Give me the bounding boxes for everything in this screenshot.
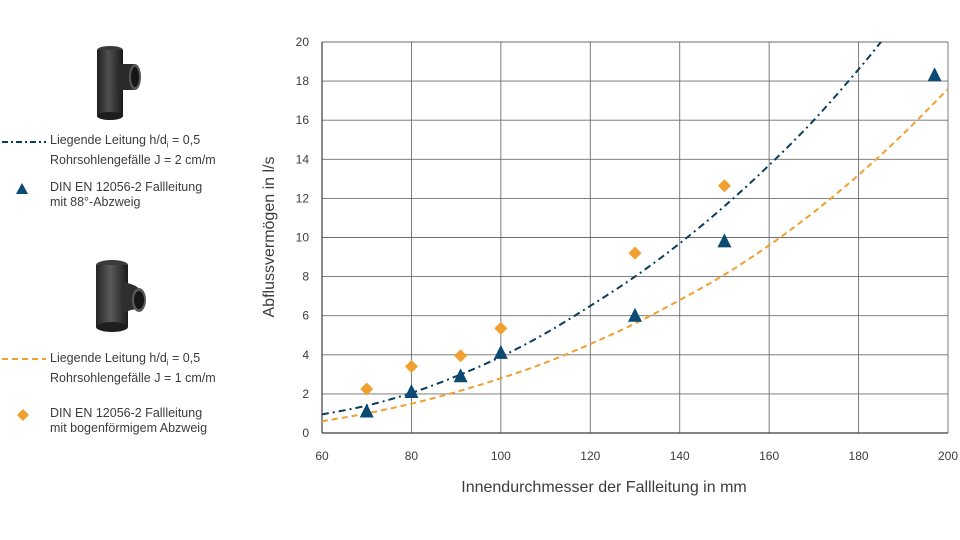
diamond-point: [454, 349, 468, 363]
x-tick-label: 120: [580, 449, 600, 463]
grid: [321, 41, 949, 434]
legend-text-curve-1cm-line1: Liegende Leitung h/d: [50, 351, 167, 365]
legend-item-triangle: DIN EN 12056-2 Fallleitung mit 88°-Abzwe…: [0, 180, 202, 210]
x-tick-label: 80: [405, 449, 419, 463]
triangle-point: [717, 233, 732, 248]
legend-text-triangle-line1: DIN EN 12056-2 Fallleitung: [50, 180, 203, 194]
triangle-point: [453, 368, 468, 383]
x-axis-label: Innendurchmesser der Fallleitung in mm: [461, 479, 746, 496]
y-tick-label: 14: [296, 152, 310, 166]
x-tick-label: 100: [491, 449, 511, 463]
diamond-point: [717, 179, 731, 193]
legend-text-curve-1cm-line2: Rohrsohlengefälle J = 1 cm/m: [50, 370, 216, 385]
diamond-point: [628, 246, 642, 260]
triangle-point: [493, 344, 508, 359]
tick-labels: 60 80 100 120 140 160 180 200 0 2 4 6 8 10 12 14 16 18 20: [296, 35, 959, 463]
legend-text-curve-2cm-line2: Rohrsohlengefälle J = 2 cm/m: [50, 152, 216, 167]
y-tick-label: 12: [296, 191, 310, 205]
pipe-tee-swept-icon: [96, 260, 146, 332]
legend-item-curve-1cm: Liegende Leitung h/di = 0,5 Rohrsohlenge…: [2, 351, 216, 385]
y-tick-label: 20: [296, 35, 310, 49]
triangle-point: [404, 383, 419, 398]
y-tick-label: 4: [302, 348, 309, 362]
legend-item-diamond: DIN EN 12056-2 Fallleitung mit bogenförm…: [0, 406, 207, 436]
legend-text-diamond-line2: mit bogenförmigem Abzweig: [50, 421, 208, 435]
x-tick-label: 140: [670, 449, 690, 463]
y-tick-label: 8: [302, 270, 309, 284]
triangle-point: [927, 67, 942, 82]
axes: [321, 42, 948, 434]
series-curve-2: [322, 88, 949, 423]
y-tick-label: 2: [302, 387, 309, 401]
y-tick-label: 10: [296, 231, 310, 245]
x-tick-label: 180: [849, 449, 869, 463]
diamond-point: [360, 382, 374, 396]
x-tick-label: 60: [315, 449, 329, 463]
y-tick-label: 0: [302, 426, 309, 440]
y-tick-label: 6: [302, 309, 309, 323]
points: [359, 67, 942, 418]
legend-text-triangle-line2: mit 88°-Abzweig: [50, 195, 141, 209]
series-curve-0: [322, 42, 882, 416]
pipe-tee-88-icon: [97, 46, 141, 120]
x-tick-label: 160: [759, 449, 779, 463]
triangle-point: [359, 403, 374, 418]
y-axis-label: Abflussvermögen in l/s: [261, 157, 278, 318]
curves: [322, 42, 949, 423]
legend: Liegende Leitung h/di = 0,5 Rohrsohlenge…: [0, 0, 250, 540]
y-tick-label: 18: [296, 74, 310, 88]
diamond-point: [494, 321, 508, 335]
diamond-point: [404, 360, 418, 374]
legend-text-diamond-line1: DIN EN 12056-2 Fallleitung: [50, 406, 203, 420]
legend-text-curve-2cm-line1: Liegende Leitung h/d: [50, 133, 167, 147]
y-tick-label: 16: [296, 113, 310, 127]
x-tick-label: 200: [938, 449, 958, 463]
legend-item-curve-2cm: Liegende Leitung h/di = 0,5 Rohrsohlenge…: [2, 133, 216, 167]
triangle-point: [628, 307, 642, 322]
